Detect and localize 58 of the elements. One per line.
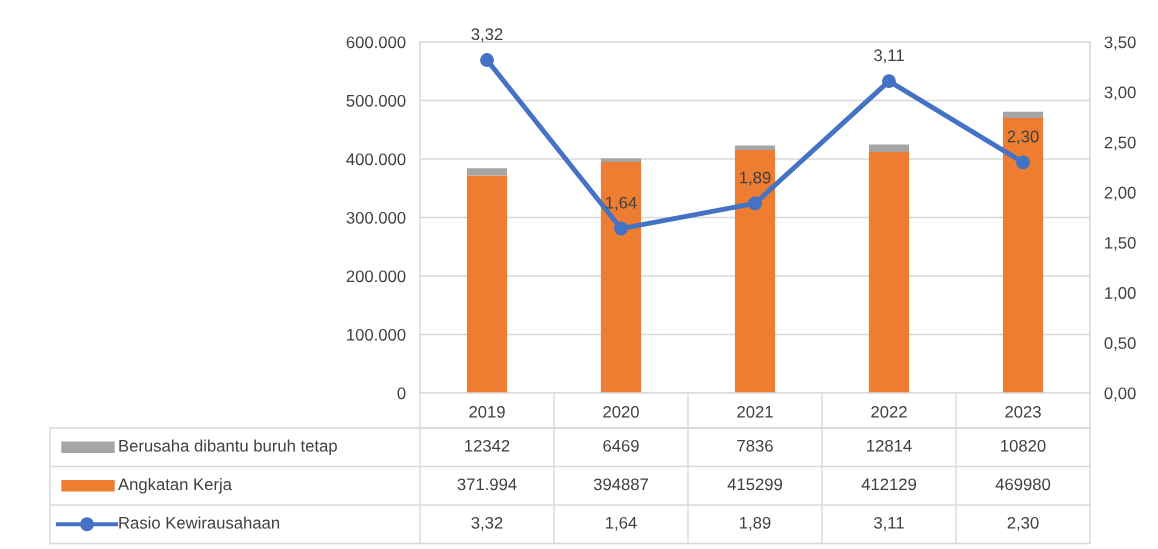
data-label: 412129 [861,478,917,491]
data-label: 2,30 [1007,516,1039,531]
data-label: 6469 [603,439,639,452]
point [1016,155,1030,170]
bar [734,145,776,151]
data-label: 469980 [995,478,1051,491]
y-tick-label: 500.000 [346,94,406,107]
data-label: 7836 [737,439,773,452]
y-tick-label: 100.000 [347,328,406,341]
data-label: 415299 [727,478,783,491]
y-tick-label: 200.000 [346,270,406,283]
data-label: 3,11 [874,516,904,531]
y-tick-label: 600.000 [346,36,406,49]
legend-label: Rasio Kewirausahaan [119,516,280,529]
legend-label: Berusaha dibantu buruh tetap [119,439,337,456]
bar [734,150,776,393]
y-tick-label: 300.000 [346,211,406,224]
y-tick-label: 0 [397,387,406,400]
data-label: 10820 [1001,439,1046,452]
x-tick-label: 2020 [603,405,639,418]
text: 3,32 [471,28,503,43]
x-tick-label: 2022 [871,405,907,418]
bar [600,158,642,162]
y2-tick-label: 2,50 [1104,136,1136,151]
bar [600,161,642,393]
bar [1002,118,1044,393]
y2-tick-label: 1,50 [1105,236,1136,251]
y2-tick-label: 1,00 [1105,287,1136,301]
data-label: 1,64 [606,516,637,531]
x-tick-label: 2019 [469,405,505,418]
y-tick-label: 400.000 [346,153,406,166]
data-label: 12342 [465,439,510,452]
text: 3,11 [874,49,904,64]
data-label: 371.994 [457,478,517,491]
data-label: 394887 [593,478,648,491]
y2-tick-label: 3,00 [1104,86,1136,101]
point [882,74,896,89]
x-tick-label: 2023 [1005,405,1041,418]
bar [1002,111,1044,119]
y2-tick-label: 3,50 [1104,36,1136,51]
bar [868,151,910,393]
data-label: 12814 [867,439,912,452]
data-label: 3,32 [471,516,503,531]
y2-tick-label: 0,00 [1104,387,1136,402]
text: 1,89 [740,171,771,186]
y2-tick-label: 0,50 [1104,337,1136,352]
point [480,53,494,67]
bar [868,144,910,152]
legend-label: Angkatan Kerja [118,477,232,494]
bar [466,175,508,393]
point [748,196,762,211]
point [614,221,628,236]
text: 1,64 [606,196,637,211]
text: 2,30 [1007,130,1039,145]
bar [466,168,508,176]
data-label: 1,89 [740,516,771,531]
x-tick-label: 2021 [737,405,773,418]
y2-tick-label: 2,00 [1104,186,1136,201]
